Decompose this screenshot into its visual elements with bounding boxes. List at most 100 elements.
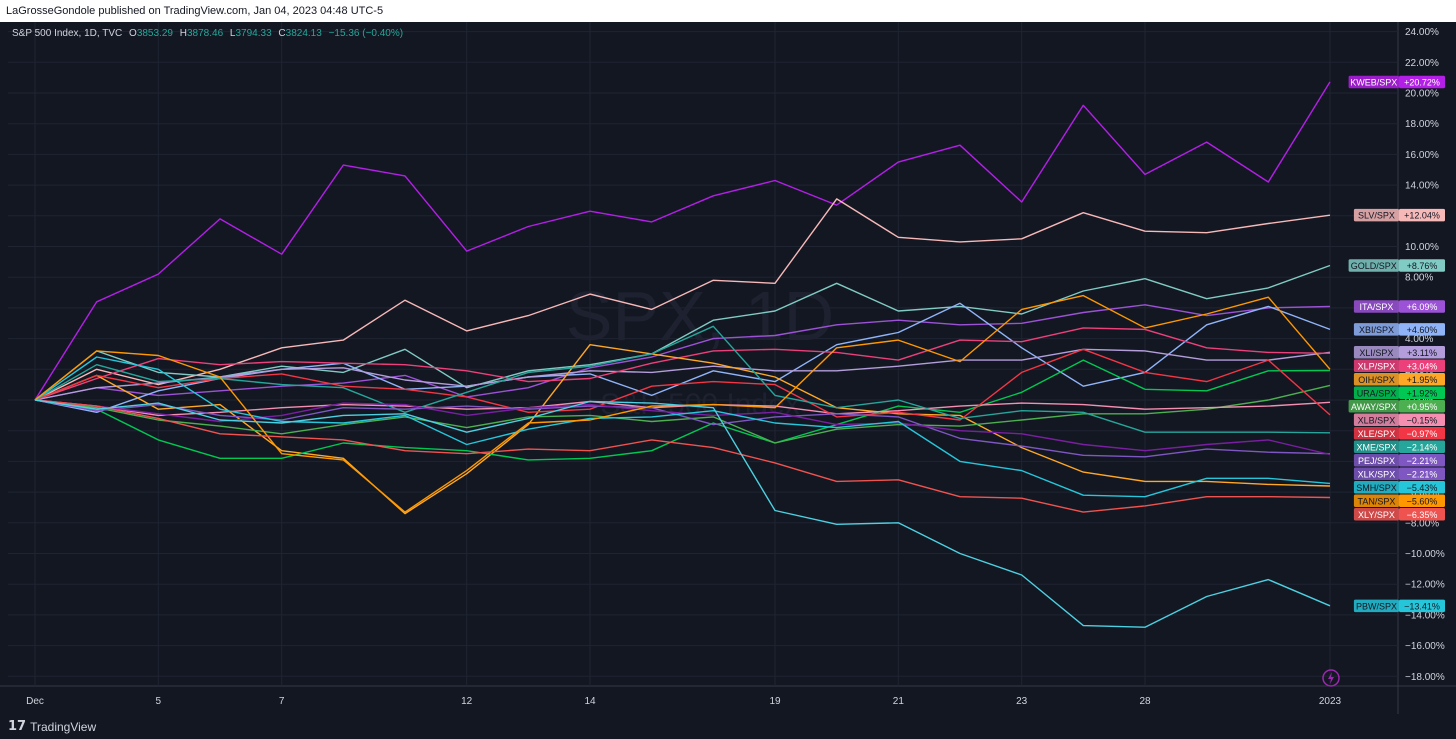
y-tick-label: −12.00% [1405, 580, 1445, 591]
x-tick-label: Dec [26, 696, 44, 707]
value-label-away-spx: AWAY/SPX +0.95% [1348, 400, 1445, 413]
value-label-value: −13.41% [1404, 601, 1440, 611]
value-label-name: PEJ/SPX [1358, 456, 1395, 466]
value-label-value: +8.76% [1407, 261, 1438, 271]
series-line-xlk-spx [34, 399, 1331, 456]
series-line-slv-spx [34, 198, 1331, 401]
value-label-value: +3.11% [1407, 348, 1437, 358]
series-line-ita-spx [34, 304, 1331, 401]
value-label-slv-spx: SLV/SPX +12.04% [1353, 208, 1445, 222]
svg-text:S&P 500 Index, 1D, TVC: S&P 500 Index, 1D, TVC O3853.29 H3878.46… [12, 28, 403, 39]
grid-layer [0, 22, 1456, 714]
brand-text: TradingView [30, 719, 97, 734]
value-label-name: XLI/SPX [1359, 348, 1393, 358]
series-line-xme-spx [34, 325, 1331, 434]
series-line-xlb-spx [34, 399, 1331, 417]
x-tick-label: 14 [584, 696, 596, 707]
value-label-value: +1.92% [1407, 388, 1438, 398]
value-label-gold-spx: GOLD/SPX +8.76% [1348, 259, 1445, 272]
y-tick-label: −14.00% [1405, 610, 1445, 621]
value-label-value: +0.95% [1407, 402, 1438, 412]
footer-bar: 17 TradingView [0, 714, 1456, 739]
value-label-name: TAN/SPX [1358, 496, 1396, 506]
y-tick-label: 8.00% [1405, 273, 1433, 284]
y-tick-label: 16.00% [1405, 150, 1439, 161]
series-line-xlp-spx [34, 327, 1331, 401]
x-tick-label: 28 [1139, 696, 1151, 707]
series-line-xly-spx [34, 399, 1331, 513]
series-line-pej-spx [34, 399, 1331, 458]
y-tick-label: −8.00% [1405, 518, 1439, 529]
value-label-value: +12.04% [1404, 211, 1440, 221]
x-axis[interactable]: Dec 5 7 12 14 19 21 23 28 2023 [26, 696, 1341, 707]
y-tick-label: −16.00% [1405, 641, 1445, 652]
x-tick-label: 7 [279, 696, 285, 707]
value-label-value: −0.97% [1407, 429, 1438, 439]
chart-svg[interactable]: SPX, 1D S&P 500 Index 24.00%22.00%20.00%… [0, 22, 1456, 714]
chart-area[interactable]: SPX, 1D S&P 500 Index 24.00% 22.00% 20.00%… [0, 22, 1456, 714]
value-label-name: XLB/SPX [1358, 415, 1396, 425]
y-tick-label: 24.00% [1405, 27, 1439, 38]
series-line-kweb-spx [34, 81, 1331, 401]
y-tick-label: −10.00% [1405, 549, 1445, 560]
value-label-xlp-spx: XLP/SPX +3.04% [1353, 359, 1445, 373]
legend-change: −15.36 (−0.40%) [329, 28, 404, 39]
lightning-icon[interactable] [1322, 669, 1340, 687]
value-label-name: PBW/SPX [1356, 601, 1397, 611]
value-label-value: −5.43% [1407, 483, 1438, 493]
legend-open: 3853.29 [137, 28, 174, 39]
legend-close-label: C [278, 28, 285, 39]
value-label-xme-spx: XME/SPX −2.14% [1353, 440, 1445, 454]
value-label-pbw-spx: PBW/SPX −13.41% [1353, 599, 1445, 613]
value-label-name: GOLD/SPX [1351, 261, 1397, 271]
value-label-value: +3.04% [1407, 361, 1438, 371]
series-line-pbw-spx [34, 399, 1331, 628]
value-label-pej-spx: PEJ/SPX −2.21% [1353, 454, 1445, 467]
publish-header: LaGrosseGondole published on TradingView… [0, 0, 1456, 22]
x-tick-label: 21 [893, 696, 905, 707]
value-label-name: OIH/SPX [1358, 375, 1395, 385]
value-label-value: −5.60% [1407, 496, 1438, 506]
legend-low-label: L [230, 28, 236, 39]
publish-text: LaGrosseGondole published on TradingView… [6, 5, 384, 17]
value-label-value: −2.21% [1407, 469, 1438, 479]
value-label-value: −0.15% [1407, 415, 1438, 425]
value-label-value: +4.60% [1407, 325, 1438, 335]
value-label-name: URA/SPX [1357, 388, 1397, 398]
legend-symbol: S&P 500 Index, 1D, TVC [12, 28, 122, 39]
y-tick-label: −18.00% [1405, 672, 1445, 683]
value-label-xbi-spx: XBI/SPX +4.60% [1353, 323, 1445, 336]
value-label-oih-spx: OIH/SPX +1.95% [1353, 373, 1445, 386]
value-label-xlb-spx: XLB/SPX −0.15% [1353, 413, 1445, 427]
value-label-name: KWEB/SPX [1350, 77, 1397, 87]
value-label-value: −6.35% [1407, 510, 1438, 520]
series-line-away-spx [34, 384, 1331, 444]
series-line-gold-spx [34, 264, 1331, 401]
value-label-name: SLV/SPX [1358, 211, 1395, 221]
series-line-xbi-spx [34, 302, 1331, 413]
x-tick-label: 5 [156, 696, 162, 707]
tradingview-logo[interactable]: 17 TradingView [8, 719, 96, 734]
series-line-oih-spx [34, 344, 1331, 515]
y-tick-label: 4.00% [1405, 334, 1433, 345]
value-label-name: XME/SPX [1356, 442, 1396, 452]
legend-close: 3824.13 [286, 28, 323, 39]
series-line-xli-spx [34, 348, 1331, 401]
value-label-kweb-spx: KWEB/SPX +20.72% [1348, 75, 1445, 89]
y-tick-label: 10.00% [1405, 242, 1439, 253]
y-tick-label: 18.00% [1405, 119, 1439, 130]
y-tick-label: 22.00% [1405, 58, 1439, 69]
value-label-ura-spx: URA/SPX +1.92% [1353, 386, 1445, 400]
legend-line: S&P 500 Index, 1D, TVC O3853.29 H3878.46… [12, 28, 403, 39]
series-line-ura-spx [34, 359, 1331, 461]
value-label-ita-spx: ITA/SPX +6.09% [1353, 300, 1445, 313]
x-tick-label: 12 [461, 696, 473, 707]
legend-open-label: O [129, 28, 137, 39]
x-tick-label: 23 [1016, 696, 1028, 707]
x-tick-label: 2023 [1319, 696, 1342, 707]
value-label-name: XLY/SPX [1358, 510, 1395, 520]
value-label-tan-spx: TAN/SPX −5.60% [1353, 494, 1445, 508]
value-label-name: XBI/SPX [1359, 325, 1394, 335]
legend-high-label: H [180, 28, 187, 39]
value-label-name: XLK/SPX [1358, 469, 1396, 479]
